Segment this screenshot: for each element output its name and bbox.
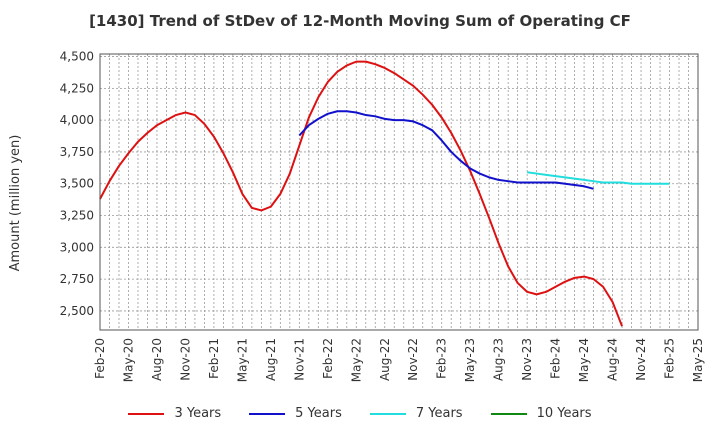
legend: 3 Years 5 Years 7 Years 10 Years (0, 406, 720, 421)
legend-label: 7 Years (415, 406, 463, 421)
series-line-5-years (298, 110, 594, 190)
x-tick-label: May-20 (121, 338, 135, 382)
x-tick-label: Feb-24 (549, 338, 563, 379)
x-tick-label: Nov-23 (520, 338, 534, 381)
series-line-3-years (99, 60, 623, 327)
x-tick-label: Aug-24 (606, 338, 620, 381)
legend-swatch (369, 412, 406, 415)
legend-item: 5 Years (249, 406, 342, 421)
tick-layer: Feb-20 May-20 Aug-20 Nov-20 Feb-21 May-21 Aug-… (60, 50, 705, 383)
legend-label: 5 Years (295, 406, 342, 421)
x-tick-label: May-21 (235, 338, 249, 382)
legend-swatch (249, 412, 286, 415)
x-tick-label: Nov-20 (178, 338, 192, 381)
grid-layer (100, 54, 698, 330)
x-tick-label: Aug-23 (492, 338, 506, 381)
y-tick-label: 4,000 (60, 113, 94, 127)
x-tick-label: Feb-22 (321, 338, 335, 379)
x-tick-label: May-23 (463, 338, 477, 382)
legend-item: 10 Years (490, 406, 592, 421)
y-tick-label: 3,000 (60, 240, 94, 254)
y-tick-label: 4,500 (60, 50, 94, 64)
x-tick-label: May-24 (577, 338, 591, 382)
y-tick-label: 3,750 (60, 145, 94, 159)
plot-frame (99, 53, 699, 331)
y-tick-label: 2,750 (60, 272, 94, 286)
legend-label: 3 Years (174, 406, 222, 421)
x-tick-label: Feb-23 (435, 338, 449, 379)
x-tick-label: Nov-24 (634, 338, 648, 381)
y-tick-label: 2,500 (60, 304, 94, 318)
y-tick-label: 3,500 (60, 177, 94, 191)
series-layer (99, 60, 670, 327)
x-tick-label: Nov-22 (406, 338, 420, 381)
legend-item: 3 Years (128, 406, 221, 421)
x-tick-label: Feb-20 (93, 338, 107, 379)
x-tick-label: Feb-25 (663, 338, 677, 379)
chart-title: [1430] Trend of StDev of 12-Month Moving… (89, 12, 631, 30)
x-tick-label: Aug-21 (264, 338, 278, 381)
y-tick-label: 3,250 (60, 209, 94, 223)
legend-swatch (490, 412, 527, 415)
legend-item: 7 Years (369, 406, 463, 421)
x-tick-label: Feb-21 (207, 338, 221, 379)
legend-label: 10 Years (536, 406, 592, 421)
y-tick-label: 4,250 (60, 81, 94, 95)
x-tick-label: Aug-22 (378, 338, 392, 381)
series-line-7-years (527, 171, 670, 185)
x-tick-label: Nov-21 (292, 338, 306, 381)
x-tick-label: May-22 (349, 338, 363, 382)
x-tick-label: May-25 (691, 338, 705, 382)
legend-swatch (128, 412, 165, 415)
x-tick-label: Aug-20 (150, 338, 164, 381)
